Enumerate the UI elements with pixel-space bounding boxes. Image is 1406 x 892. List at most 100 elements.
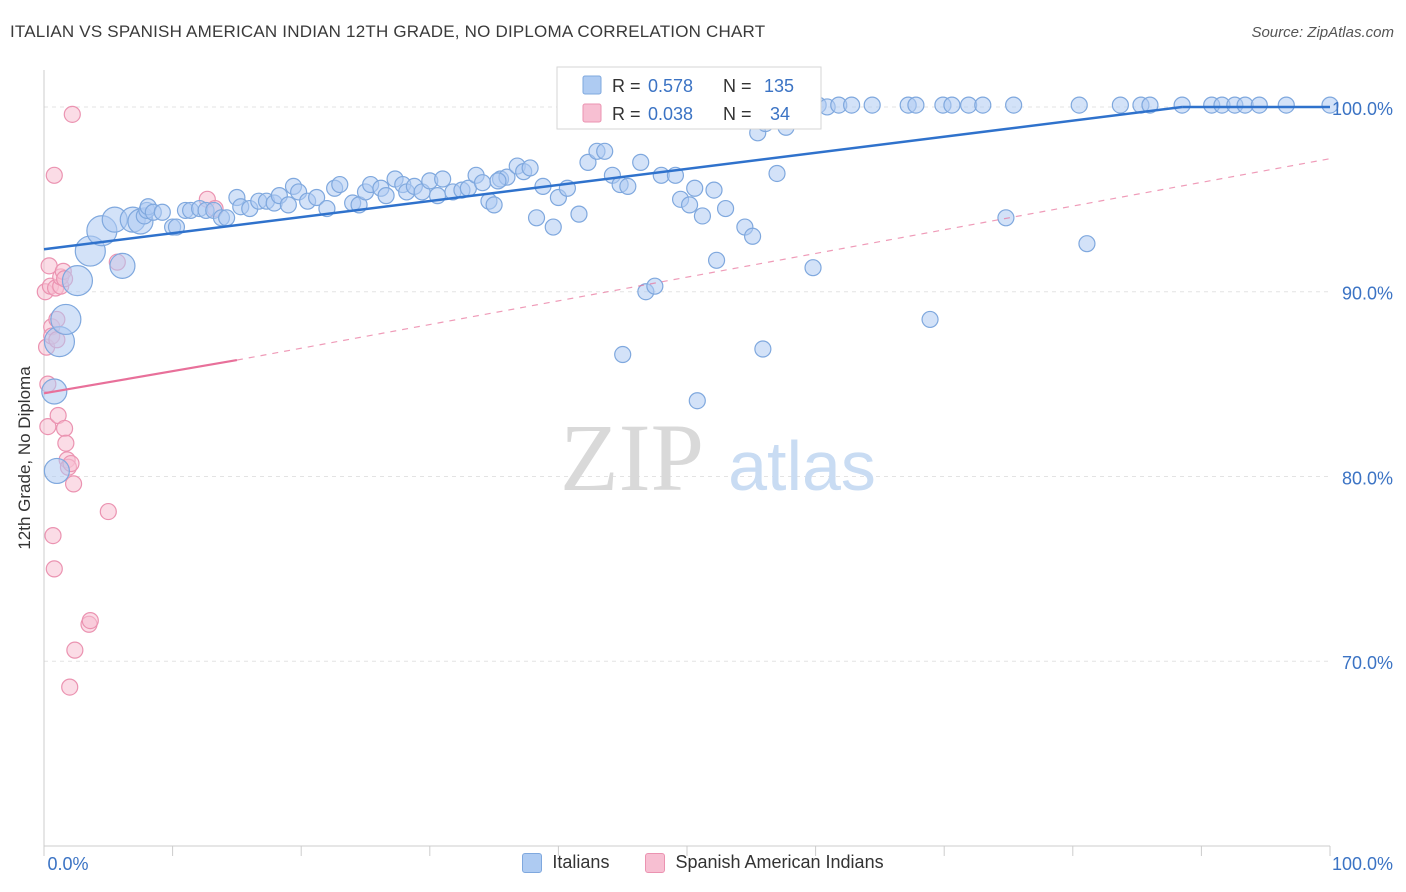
spanish-point-27	[66, 641, 84, 659]
italians-point-127	[1173, 96, 1191, 114]
axes	[43, 70, 1331, 856]
italians-point-79	[632, 153, 650, 171]
italians-point-128	[1078, 235, 1096, 253]
italians-point-81	[646, 277, 664, 295]
spanish-point-23	[61, 678, 79, 696]
italians-point-15	[153, 203, 171, 221]
stats-n-value-1: 135	[764, 76, 794, 96]
spanish-point-25	[63, 105, 81, 123]
y-tick-label-70: 70.0%	[1342, 653, 1393, 673]
legend-label-italians: Italians	[552, 852, 610, 872]
italians-point-124	[1111, 96, 1129, 114]
italians-point-4	[61, 265, 94, 297]
italians-point-119	[974, 96, 992, 114]
italians-point-123	[1070, 96, 1088, 114]
spanish-trend-extension	[236, 158, 1331, 361]
legend-item-spanish[interactable]: Spanish American Indians	[645, 852, 884, 873]
spanish-trend-line	[43, 358, 238, 395]
x-tick-label-100: 100.0%	[1332, 854, 1393, 874]
italians-point-69	[544, 218, 562, 236]
spanish-point-9	[45, 560, 63, 578]
italians-point-126	[1141, 96, 1159, 114]
italians-point-117	[943, 96, 961, 114]
spanish-point-20	[57, 434, 75, 452]
italians-point-3	[50, 303, 82, 336]
stats-swatch-spanish	[582, 103, 602, 123]
spanish-point-26	[64, 475, 83, 493]
italians-point-115	[907, 96, 925, 114]
stats-r-value-1: 0.578	[648, 76, 693, 96]
stats-legend: R = 0.578 N = 135 R = 0.038 N = 34	[556, 66, 822, 130]
source-label: Source: ZipAtlas.com	[1251, 24, 1394, 41]
chart-title: ITALIAN VS SPANISH AMERICAN INDIAN 12TH …	[10, 22, 766, 41]
italians-point-75	[596, 142, 614, 160]
italians-point-66	[489, 172, 507, 190]
spanish-american-indians-points	[36, 105, 224, 696]
italians-point-88	[707, 251, 726, 269]
italians-point-110	[863, 96, 881, 114]
italians-point-93	[614, 345, 632, 364]
italians-point-78	[619, 177, 637, 195]
legend-swatch-spanish	[645, 852, 666, 873]
italians-point-133	[1250, 96, 1268, 114]
italians-point-90	[716, 199, 735, 218]
italians-points	[41, 96, 1339, 485]
legend-label-spanish: Spanish American Indians	[675, 852, 884, 872]
italians-point-92	[743, 227, 762, 245]
italians-point-58	[473, 174, 492, 192]
watermark-zip: ZIP	[560, 404, 704, 511]
italians-point-24	[218, 209, 236, 227]
italians-point-109	[843, 96, 861, 114]
legend-item-italians[interactable]: Italians	[522, 852, 609, 873]
italians-point-60	[485, 196, 503, 214]
italians-point-36	[308, 188, 326, 207]
italians-point-39	[331, 175, 349, 194]
stats-n-label-2: N =	[723, 104, 752, 124]
stats-r-value-2: 0.038	[648, 104, 693, 124]
italians-point-121	[921, 310, 939, 329]
spanish-point-8	[44, 526, 62, 545]
italians-trend-line	[43, 105, 1183, 251]
italians-point-72	[570, 205, 588, 223]
italians-point-111	[768, 164, 786, 183]
italians-point-86	[686, 179, 704, 197]
italians-point-85	[680, 196, 699, 214]
y-tick-label-100: 100.0%	[1332, 99, 1393, 119]
italians-point-120	[1005, 96, 1023, 114]
italians-point-67	[527, 209, 546, 227]
spanish-point-29	[81, 611, 99, 630]
spanish-point-3	[39, 417, 57, 436]
italians-point-135	[1321, 96, 1339, 114]
italians-point-45	[377, 187, 395, 205]
stats-n-label-1: N =	[723, 76, 752, 96]
x-tick-label-0: 0.0%	[47, 854, 88, 874]
stats-n-value-2: 34	[770, 104, 790, 124]
italians-point-65	[521, 159, 539, 177]
italians-point-112	[754, 340, 772, 358]
italians-point-73	[579, 153, 597, 171]
y-tick-label-90: 90.0%	[1342, 284, 1393, 304]
stats-r-label-2: R =	[612, 104, 641, 124]
trend-lines	[43, 105, 1331, 395]
italians-point-89	[705, 181, 723, 199]
italians-point-87	[693, 207, 712, 225]
spanish-point-10	[45, 166, 63, 184]
italians-point-1	[43, 457, 70, 485]
spanish-point-19	[55, 419, 74, 438]
spanish-point-30	[99, 502, 117, 521]
watermark: ZIP atlas	[560, 404, 876, 511]
italians-point-8	[109, 252, 136, 279]
legend-swatch-italians	[522, 852, 543, 873]
tick-labels: 70.0% 80.0% 90.0% 100.0% 0.0% 100.0%	[47, 99, 1393, 874]
italians-point-113	[804, 259, 822, 277]
italians-point-134	[1277, 96, 1295, 114]
italians-point-32	[279, 196, 297, 214]
y-tick-label-80: 80.0%	[1342, 468, 1393, 488]
italians-point-94	[688, 392, 706, 410]
bottom-legend: Italians Spanish American Indians	[0, 852, 1406, 873]
stats-swatch-italians	[582, 75, 602, 95]
watermark-atlas: atlas	[728, 427, 876, 505]
italians-point-53	[434, 170, 452, 188]
stats-r-label-1: R =	[612, 76, 641, 96]
